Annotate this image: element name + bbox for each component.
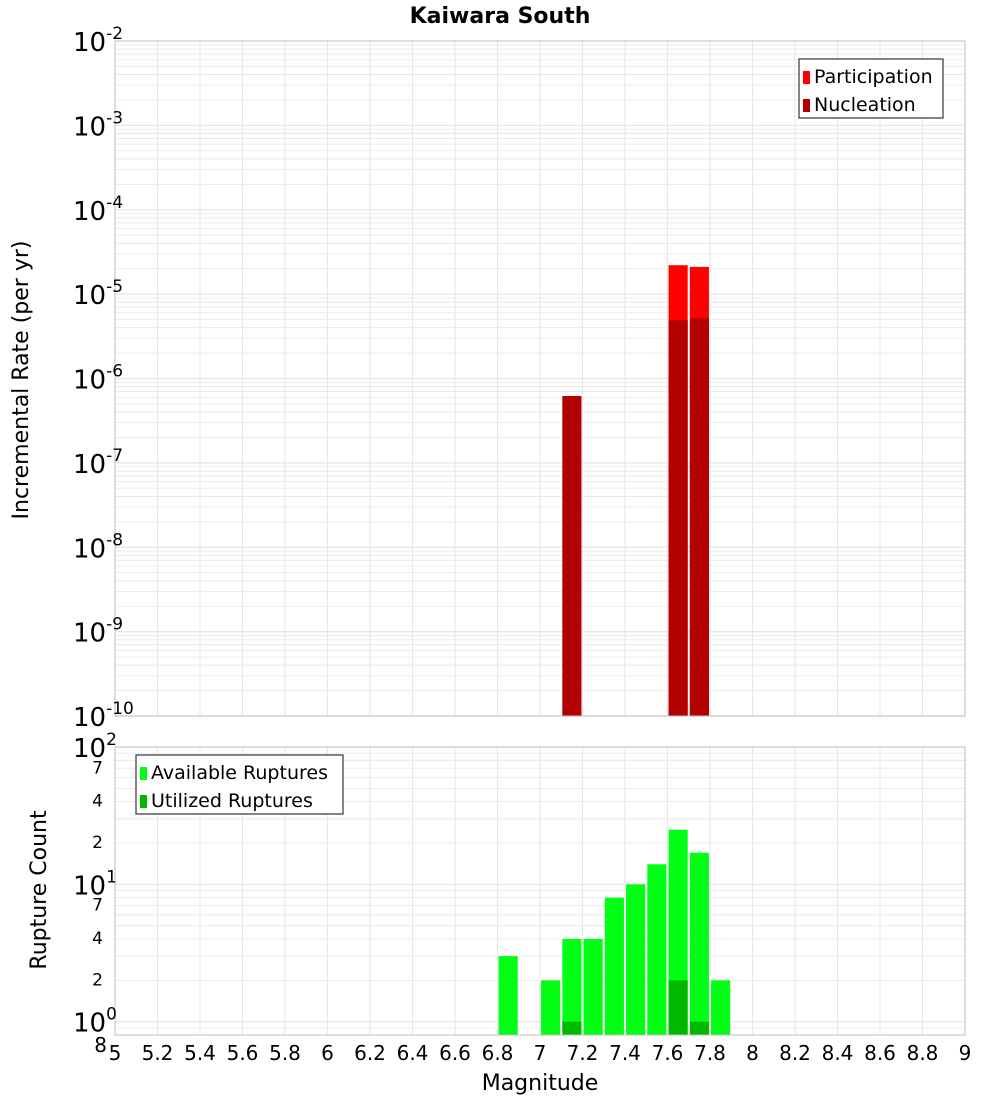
count-bar-available-ruptures: [541, 980, 561, 1035]
count-bar-available-ruptures: [583, 939, 603, 1035]
count-bar-available-ruptures: [711, 980, 731, 1035]
rate-plot: 10-2 10-3 10-4 10-5 10-6 10-7 10-8 10-9 10-10: [73, 24, 966, 733]
x-axis-label: Magnitude: [482, 1071, 599, 1096]
rate-bar-nucleation: [689, 318, 709, 716]
legend-swatch: [803, 71, 810, 84]
legend-label: Nucleation: [814, 94, 916, 116]
x-tick-label: 6: [321, 1041, 334, 1065]
rate-legend: Participation Nucleation: [798, 58, 944, 119]
rate-y-tick-label: 10-2: [73, 24, 123, 58]
count-bar-available-ruptures: [647, 864, 667, 1035]
count-y-tick-label: 8: [94, 1033, 107, 1057]
x-tick-label: 5: [109, 1041, 122, 1065]
count-bar-utilized-ruptures: [689, 1021, 709, 1035]
x-tick-label: 8.8: [907, 1041, 939, 1065]
legend-swatch: [803, 99, 810, 112]
rate-bar-nucleation: [562, 396, 582, 716]
rate-y-tick-label: 10-5: [73, 277, 123, 311]
x-tick-label: 8.6: [864, 1041, 896, 1065]
count-bar-available-ruptures: [604, 897, 624, 1035]
x-tick-label: 7: [534, 1041, 547, 1065]
legend-label: Available Ruptures: [151, 762, 328, 784]
count-bar-utilized-ruptures: [562, 1021, 582, 1035]
count-y-tick-label: 4: [92, 929, 103, 949]
count-y-tick-label: 102: [73, 730, 117, 764]
count-bar-available-ruptures: [626, 884, 646, 1035]
x-tick-label: 6.4: [397, 1041, 429, 1065]
legend-label: Participation: [814, 66, 933, 88]
rate-plot-frame: [114, 40, 966, 717]
count-legend: Available Ruptures Utilized Ruptures: [135, 754, 344, 815]
rate-y-tick-label: 10-4: [73, 193, 123, 227]
count-y-tick-label: 2: [92, 970, 103, 990]
count-bar-utilized-ruptures: [668, 980, 688, 1035]
count-bar-available-ruptures: [562, 939, 582, 1035]
x-tick-label: 8.4: [822, 1041, 854, 1065]
count-bar-available-ruptures: [689, 852, 709, 1035]
rate-y-tick-label: 10-3: [73, 108, 123, 142]
x-tick-label: 6.6: [439, 1041, 471, 1065]
x-tick-label: 5.8: [269, 1041, 301, 1065]
x-tick-label: 5.2: [142, 1041, 174, 1065]
x-tick-label: 5.6: [227, 1041, 259, 1065]
legend-swatch: [140, 767, 147, 780]
rate-y-tick-label: 10-9: [73, 615, 123, 649]
bottom-y-axis-label: Rupture Count: [27, 810, 52, 970]
x-tick-label: 7.4: [609, 1041, 641, 1065]
x-tick-label: 8: [746, 1041, 759, 1065]
x-tick-label: 8.2: [779, 1041, 811, 1065]
legend-box: [135, 754, 344, 815]
count-y-tick-label: 2: [92, 833, 103, 853]
count-y-tick-label: 100: [73, 1005, 117, 1039]
x-tick-label: 7.8: [694, 1041, 726, 1065]
chart-title: Kaiwara South: [410, 4, 591, 29]
count-bar-available-ruptures: [498, 956, 518, 1035]
x-tick-label: 6.8: [482, 1041, 514, 1065]
legend-swatch: [140, 795, 147, 808]
x-axis-ticks: 5 5.2 5.4 5.6 5.8 6 6.2 6.4 6.6 6.8 7 7.2 7.4 7.6 7.8 8…: [109, 1041, 972, 1065]
count-y-tick-label: 4: [92, 792, 103, 812]
rate-bar-nucleation: [668, 320, 688, 716]
rate-y-tick-label: 10-7: [73, 446, 123, 480]
legend-box: [798, 58, 944, 119]
rate-y-tick-label: 10-10: [73, 699, 134, 733]
x-tick-label: 6.2: [354, 1041, 386, 1065]
count-y-tick-label: 7: [92, 896, 103, 916]
rate-y-tick-label: 10-8: [73, 530, 123, 564]
count-y-tick-label: 7: [92, 758, 103, 778]
x-tick-label: 7.6: [652, 1041, 684, 1065]
top-y-axis-label: Incremental Rate (per yr): [9, 241, 34, 520]
x-tick-label: 5.4: [184, 1041, 216, 1065]
x-tick-label: 7.2: [567, 1041, 599, 1065]
rate-y-tick-label: 10-6: [73, 362, 123, 396]
count-y-tick-label: 101: [73, 867, 117, 901]
count-plot-frame: [114, 746, 966, 1036]
x-tick-label: 9: [959, 1041, 972, 1065]
legend-label: Utilized Ruptures: [151, 790, 313, 812]
